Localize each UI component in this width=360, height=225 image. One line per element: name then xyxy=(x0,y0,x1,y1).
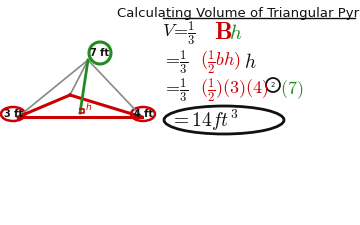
Text: $(\frac{1}{2})(3)(4)$: $(\frac{1}{2})(3)(4)$ xyxy=(200,76,269,104)
Text: Calculating Volume of Triangular Pyramids: Calculating Volume of Triangular Pyramid… xyxy=(117,7,360,20)
Text: $\mathbf{B}$: $\mathbf{B}$ xyxy=(214,20,232,44)
Text: $(\frac{1}{2}bh)$: $(\frac{1}{2}bh)$ xyxy=(200,48,241,76)
Text: 3 ft: 3 ft xyxy=(4,109,22,119)
Text: $h$: $h$ xyxy=(229,23,242,43)
Text: $V\!=\!\frac{1}{3}$: $V\!=\!\frac{1}{3}$ xyxy=(162,19,196,47)
Text: 4 ft: 4 ft xyxy=(134,109,153,119)
Text: h: h xyxy=(86,103,92,112)
Text: $=\!\frac{1}{3}$: $=\!\frac{1}{3}$ xyxy=(162,76,188,104)
Text: $=14ft^3$: $=14ft^3$ xyxy=(170,107,238,133)
Text: 7 ft: 7 ft xyxy=(90,48,109,58)
Text: $(7)$: $(7)$ xyxy=(280,79,303,101)
Text: 2: 2 xyxy=(271,82,275,88)
Text: $=\!\frac{1}{3}$: $=\!\frac{1}{3}$ xyxy=(162,48,188,76)
Text: $h$: $h$ xyxy=(244,52,257,72)
